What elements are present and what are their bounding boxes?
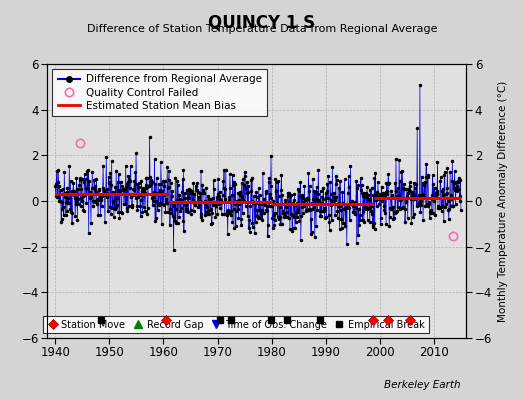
- Text: Berkeley Earth: Berkeley Earth: [385, 380, 461, 390]
- Y-axis label: Monthly Temperature Anomaly Difference (°C): Monthly Temperature Anomaly Difference (…: [498, 80, 508, 322]
- Legend: Station Move, Record Gap, Time of Obs. Change, Empirical Break: Station Move, Record Gap, Time of Obs. C…: [43, 316, 429, 334]
- Text: Difference of Station Temperature Data from Regional Average: Difference of Station Temperature Data f…: [87, 24, 437, 34]
- Text: QUINCY 1 S: QUINCY 1 S: [209, 14, 315, 32]
